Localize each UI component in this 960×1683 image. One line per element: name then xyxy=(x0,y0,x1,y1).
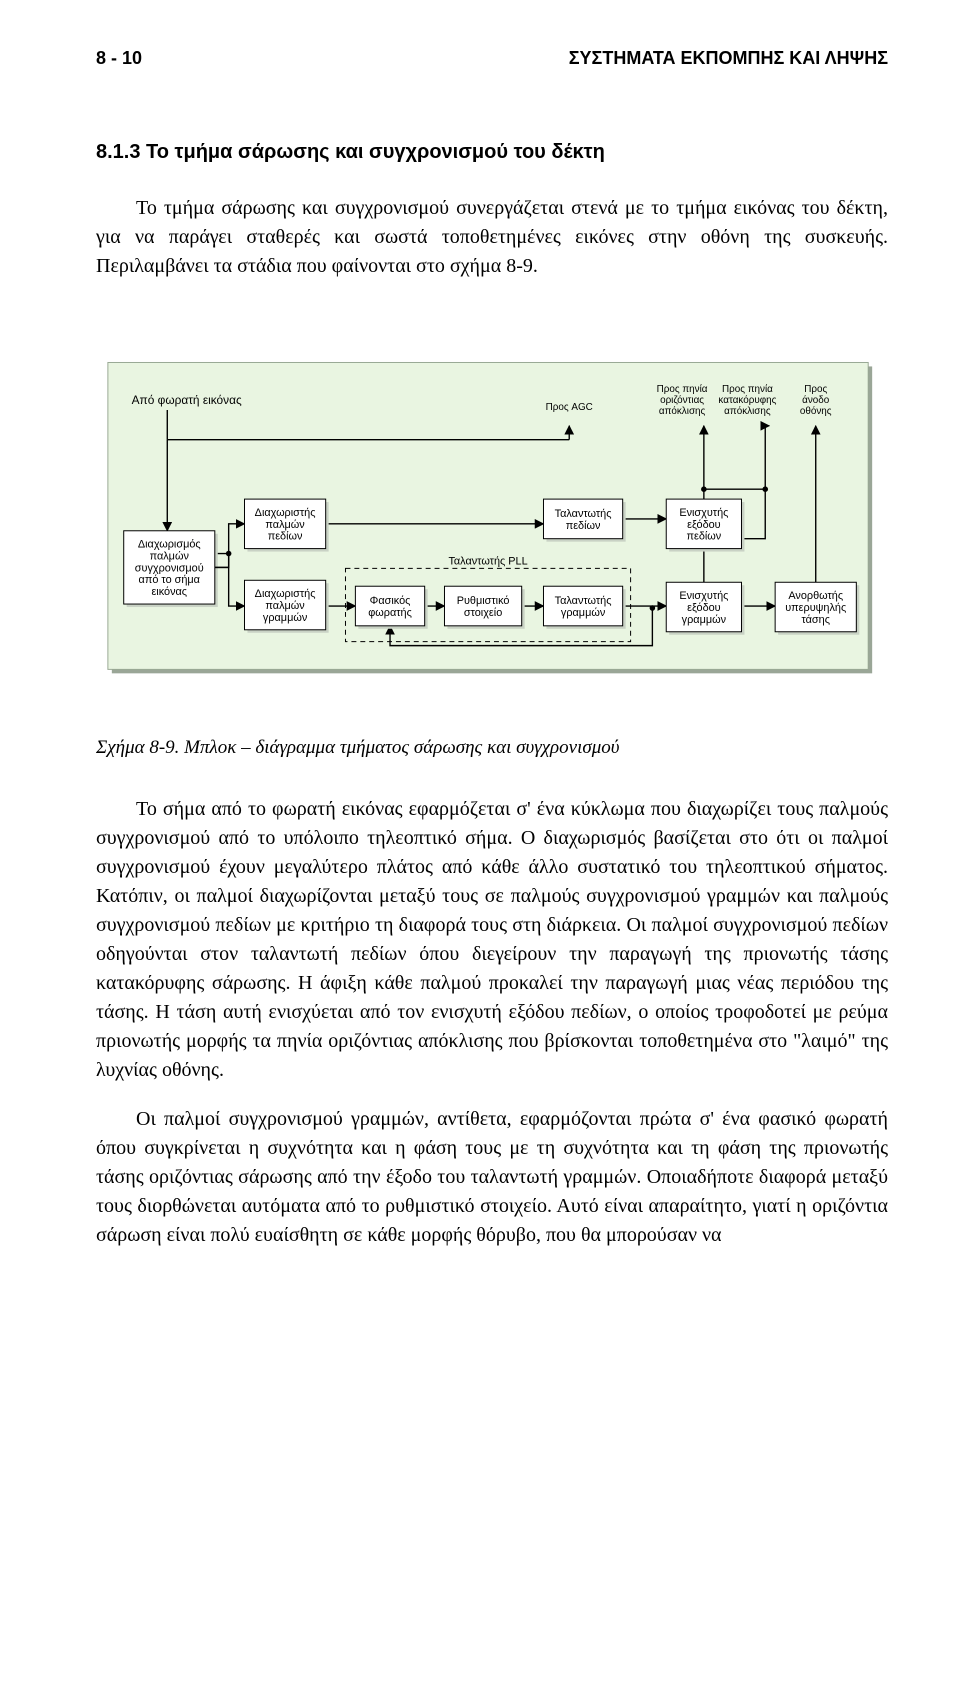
paragraph-1: Το τμήμα σάρωσης και συγχρονισμού συνεργ… xyxy=(96,194,888,281)
svg-text:Προς AGC: Προς AGC xyxy=(546,402,593,413)
block-diagram: Από φωρατή εικόνας Προς AGC Προς πηνίαοριζ… xyxy=(96,309,888,709)
svg-text:Προς πηνίαοριζόντιαςαπόκλισης: Προς πηνίαοριζόντιαςαπόκλισης xyxy=(657,384,708,417)
svg-text:Ρυθμιστικόστοιχείο: Ρυθμιστικόστοιχείο xyxy=(457,595,510,619)
svg-text:Φασικόςφωρατής: Φασικόςφωρατής xyxy=(368,595,412,619)
svg-text:Ταλαντωτής PLL: Ταλαντωτής PLL xyxy=(448,555,527,567)
page-number: 8 - 10 xyxy=(96,48,142,69)
svg-text:Προς πηνίακατακόρυφηςαπόκλισης: Προς πηνίακατακόρυφηςαπόκλισης xyxy=(718,384,776,417)
running-header: 8 - 10 ΣΥΣΤΗΜΑΤΑ ΕΚΠΟΜΠΗΣ ΚΑΙ ΛΗΨΗΣ xyxy=(96,48,888,69)
paragraph-2: Το σήμα από το φωρατή εικόνας εφαρμόζετα… xyxy=(96,795,888,1085)
svg-text:Προςάνοδοοθόνης: Προςάνοδοοθόνης xyxy=(800,384,832,417)
running-title: ΣΥΣΤΗΜΑΤΑ ΕΚΠΟΜΠΗΣ ΚΑΙ ΛΗΨΗΣ xyxy=(569,48,888,69)
section-title: 8.1.3 Το τμήμα σάρωσης και συγχρονισμού … xyxy=(96,141,888,164)
paragraph-3: Οι παλμοί συγχρονισμού γραμμών, αντίθετα… xyxy=(96,1105,888,1250)
figure-caption: Σχήμα 8-9. Μπλοκ – διάγραμμα τμήματος σά… xyxy=(96,737,888,759)
svg-text:Ταλαντωτήςγραμμών: Ταλαντωτήςγραμμών xyxy=(555,595,612,619)
svg-text:Από φωρατή εικόνας: Από φωρατή εικόνας xyxy=(132,393,242,407)
page: 8 - 10 ΣΥΣΤΗΜΑΤΑ ΕΚΠΟΜΠΗΣ ΚΑΙ ΛΗΨΗΣ 8.1.… xyxy=(0,0,960,1330)
